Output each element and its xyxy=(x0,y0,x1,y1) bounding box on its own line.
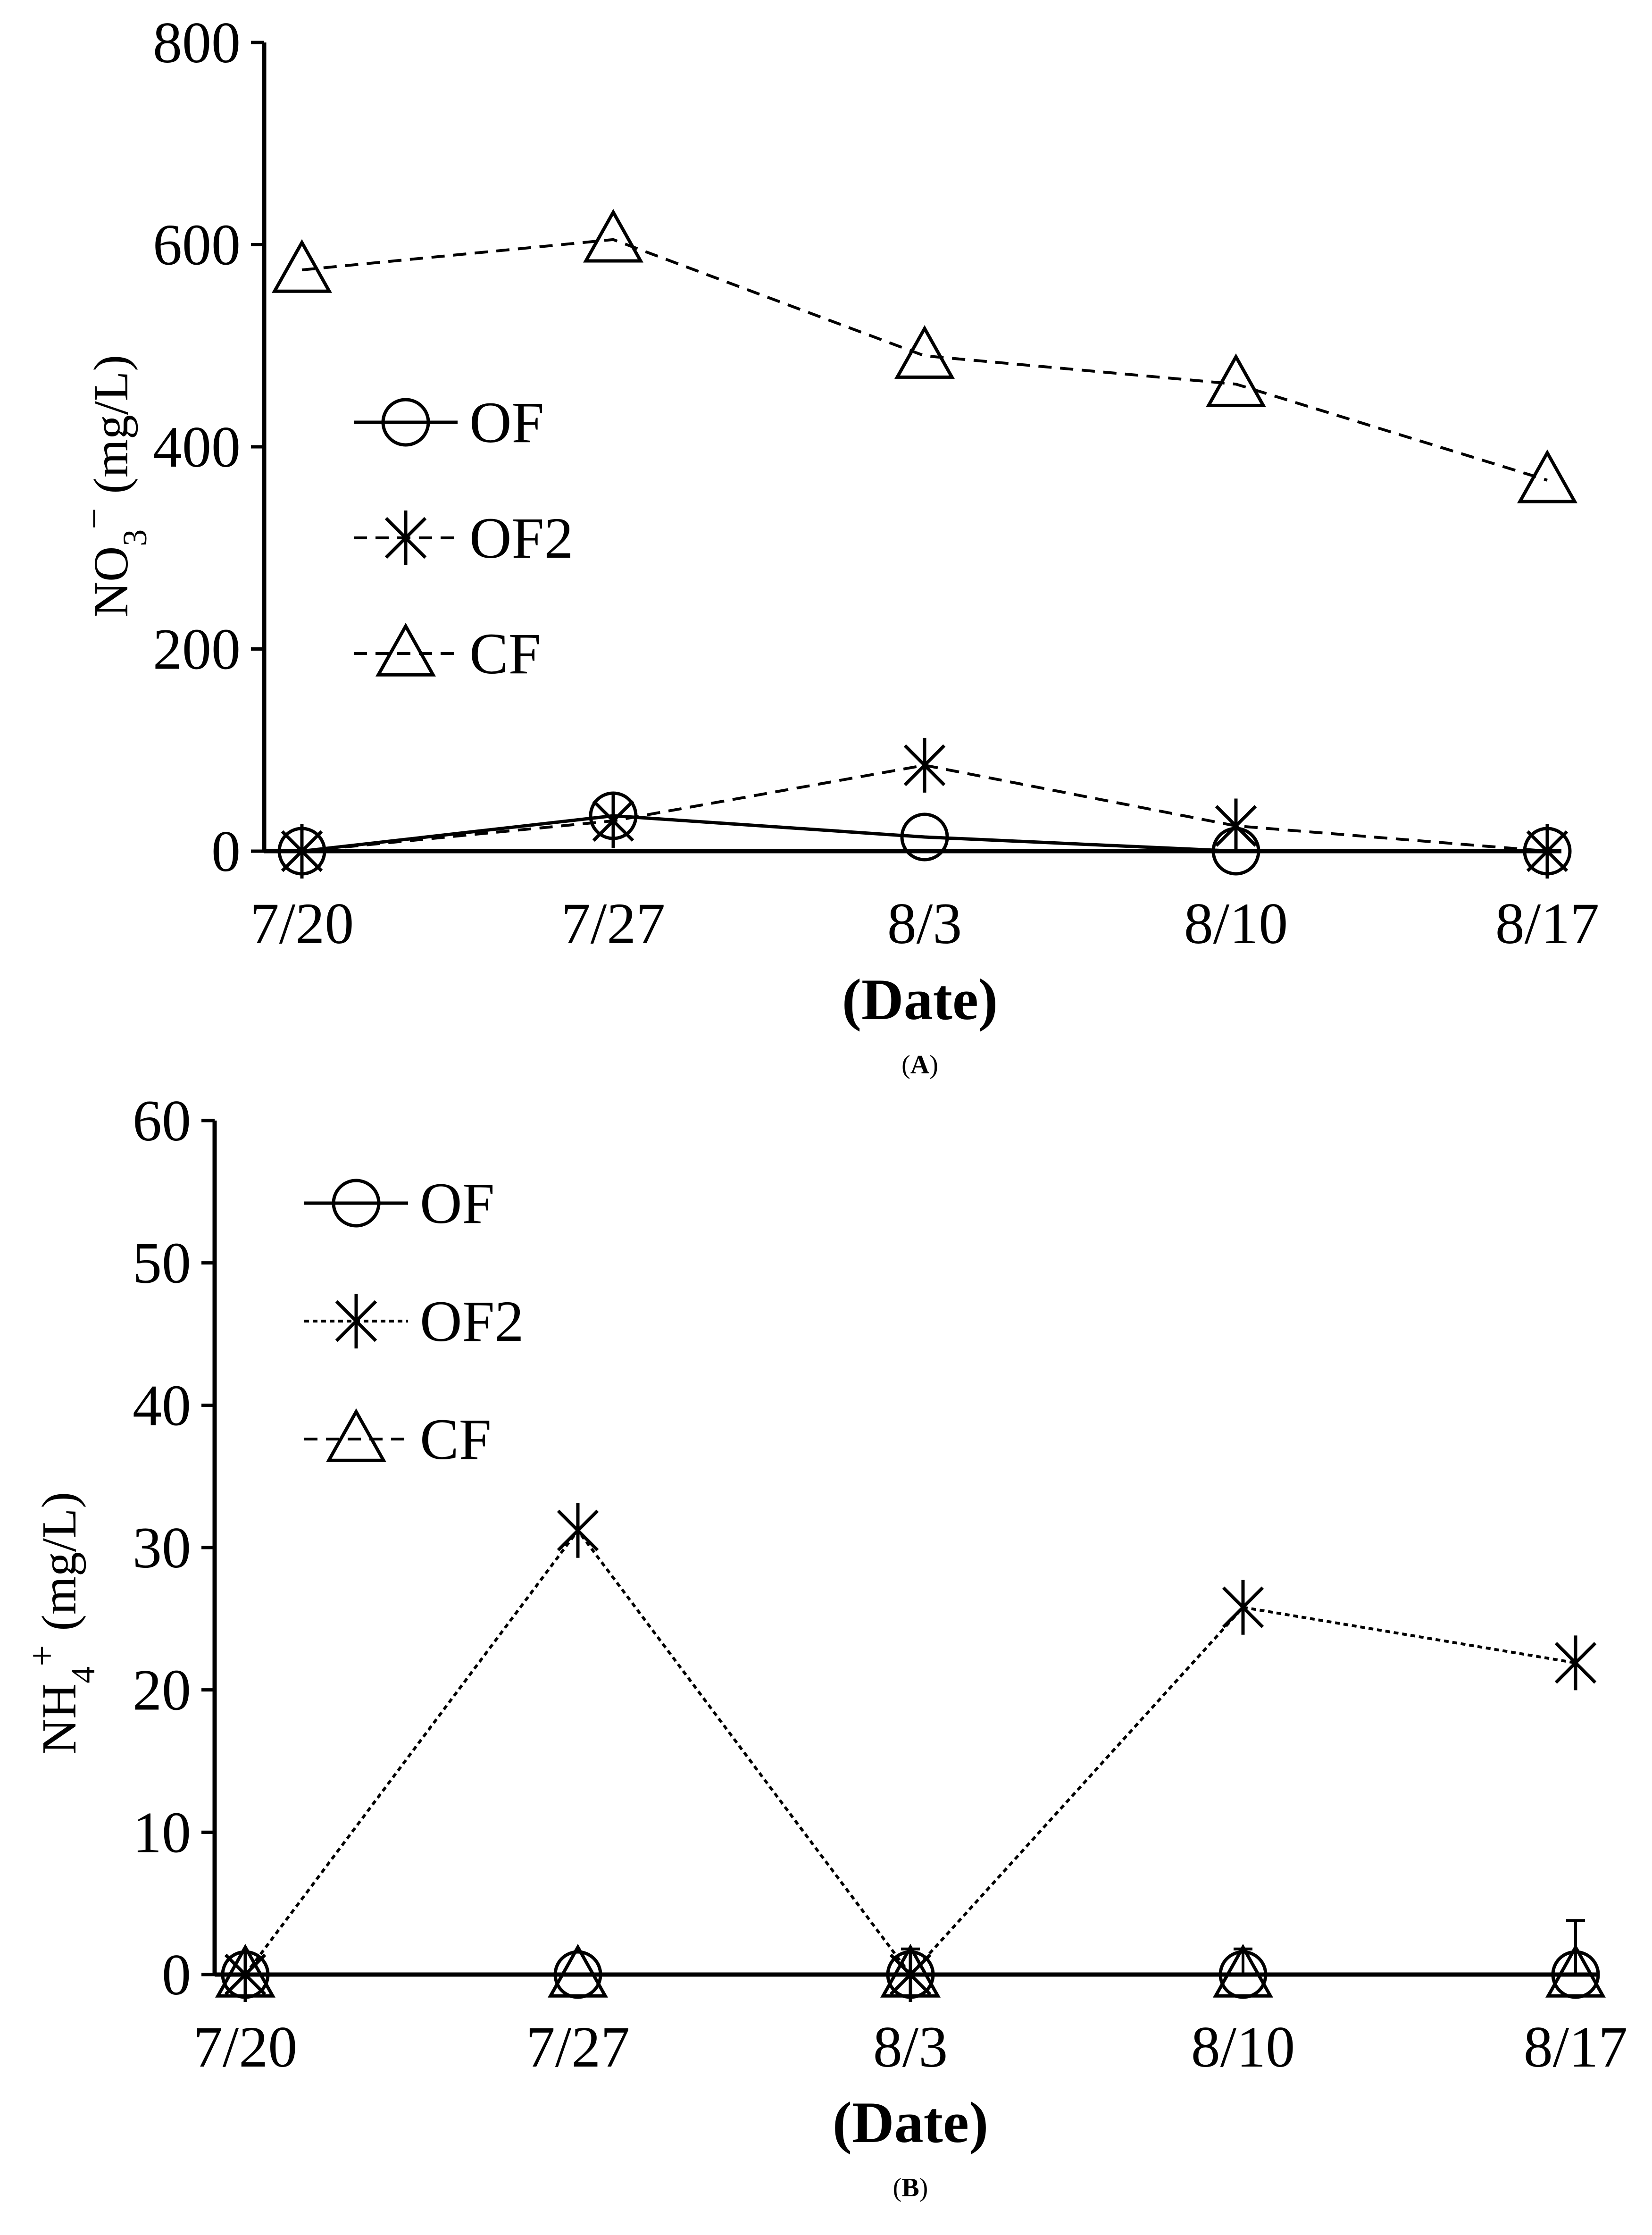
panel-a-x-tick-label: 8/10 xyxy=(1184,891,1288,956)
panel-b-point-of2 xyxy=(1222,1580,1264,1635)
panel-b-x-tick-label: 8/3 xyxy=(873,2015,948,2079)
panel-a-point-cf xyxy=(1206,353,1266,407)
panel-a-y-tick-label: 800 xyxy=(153,10,241,75)
panel-b-y-tick-label: 30 xyxy=(133,1515,191,1580)
panel-a-series-of xyxy=(277,791,1572,876)
panel-a-point-of xyxy=(900,812,949,862)
panel-a-y-tick-label: 0 xyxy=(211,819,241,884)
panel-a-point-of2 xyxy=(1526,824,1569,879)
panel-a-legend: OF OF2 CF xyxy=(354,390,574,686)
panel-a-ylabel-sub: 3 xyxy=(116,529,154,546)
panel-a-x-tick-label: 7/27 xyxy=(561,891,665,956)
panel-a-point-cf xyxy=(894,325,955,379)
panel-a-point-of2 xyxy=(592,793,634,848)
panel-b-y-tick-label: 0 xyxy=(162,1942,191,2007)
panel-b-label: (B) xyxy=(893,2173,928,2202)
panel-a-series-line xyxy=(301,238,1548,482)
panel-a-x-tick-labels: 7/20 7/27 8/3 8/10 8/17 xyxy=(250,891,1599,956)
panel-b-label-letter: B xyxy=(901,2173,919,2202)
panel-b-series xyxy=(215,1503,1606,2002)
panel-a-label: (A) xyxy=(901,1050,938,1080)
panel-b-x-tick-label: 8/10 xyxy=(1191,2015,1295,2079)
panel-a-point-cf xyxy=(272,239,332,293)
panel-a-legend-label: CF xyxy=(469,621,541,686)
panel-a-series-of2 xyxy=(281,737,1569,879)
panel-a-legend-label: OF2 xyxy=(469,506,574,570)
panel-b-legend-item-of2: OF2 xyxy=(304,1289,524,1354)
panel-b-legend-label: OF xyxy=(420,1171,495,1236)
panel-b-legend-label: OF2 xyxy=(420,1289,524,1354)
panel-b-ylabel-unit: (mg/L) xyxy=(32,1492,86,1631)
panel-b-y-tick-label: 50 xyxy=(133,1231,191,1296)
panel-a-x-axis-title: (Date) xyxy=(842,967,998,1032)
panel-b-legend: OF OF2 CF xyxy=(304,1171,524,1472)
panel-b-legend-marker xyxy=(335,1294,377,1348)
panel-a-series-line xyxy=(301,814,1547,853)
panel-a-y-tick-label: 400 xyxy=(153,415,241,479)
panel-b-x-axis-title: (Date) xyxy=(833,2090,988,2155)
panel-a-legend-label: OF xyxy=(469,390,544,455)
panel-b-y-tick-label: 60 xyxy=(133,1088,191,1153)
panel-b-x-tick-label: 7/20 xyxy=(193,2015,297,2079)
panel-a-legend-item-of2: OF2 xyxy=(354,506,574,570)
panel-a-ylabel-unit: (mg/L) xyxy=(84,355,138,494)
panel-b-legend-item-of: OF xyxy=(304,1171,495,1236)
panel-b-point-of2 xyxy=(557,1503,599,1558)
panel-a-point-of2 xyxy=(281,824,323,879)
panel-b-point-cf xyxy=(215,1943,275,1998)
panel-a-point-of2 xyxy=(903,737,946,793)
panel-b-legend-marker xyxy=(326,1408,386,1462)
panel-a-axes xyxy=(251,41,1561,854)
panel-a-legend-marker xyxy=(375,622,436,677)
panel-b-y-tick-label: 20 xyxy=(133,1658,191,1723)
panel-b-point-cf xyxy=(548,1943,608,1998)
panel-a-series-line xyxy=(301,763,1548,853)
panel-a-legend-marker xyxy=(381,398,430,447)
panel-a-x-tick-label: 7/20 xyxy=(250,891,354,956)
panel-b-series-cf xyxy=(215,1943,1606,1998)
panel-a-ylabel-sup: − xyxy=(74,508,115,529)
panel-a-series xyxy=(272,209,1577,879)
panel-b-ylabel-sub: 4 xyxy=(64,1666,102,1683)
panel-a-ylabel-base: NO xyxy=(84,546,138,617)
panel-b-y-tick-label: 10 xyxy=(133,1800,191,1865)
panel-b-axes xyxy=(201,1119,1599,1977)
panel-a-y-tick-labels: 0 200 400 600 800 xyxy=(153,10,241,884)
panel-a-legend-item-cf: CF xyxy=(354,621,541,686)
panel-b-y-tick-labels: 0 10 20 30 40 50 60 xyxy=(133,1088,191,2007)
panel-b-point-cf xyxy=(1213,1943,1273,1998)
panel-a-point-cf xyxy=(1517,449,1577,503)
panel-a-y-tick-label: 200 xyxy=(153,617,241,682)
panel-b-x-tick-label: 7/27 xyxy=(526,2015,630,2079)
panel-b-x-tick-labels: 7/20 7/27 8/3 8/10 8/17 xyxy=(193,2015,1627,2079)
panel-b-point-cf xyxy=(880,1943,941,1998)
panel-b-ylabel-sup: + xyxy=(22,1645,63,1666)
panel-a-label-letter: A xyxy=(910,1050,930,1080)
panel-b-legend-marker xyxy=(332,1179,381,1228)
panel-b-series-of2 xyxy=(224,1503,1597,2002)
panel-a-legend-item-of: OF xyxy=(354,390,544,455)
panel-a-legend-marker xyxy=(384,511,427,565)
panel-b-y-axis-label: NH4+ (mg/L) xyxy=(22,1492,102,1754)
panel-a-x-tick-label: 8/3 xyxy=(887,891,962,956)
panel-b-ylabel-base: NH xyxy=(32,1683,86,1754)
panel-a-point-of2 xyxy=(1215,798,1257,854)
panel-b-point-cf xyxy=(1545,1943,1606,1998)
panel-b-legend-label: CF xyxy=(420,1407,492,1472)
panel-a-x-tick-label: 8/17 xyxy=(1495,891,1599,956)
panel-b-point-of2 xyxy=(1554,1635,1597,1691)
panel-b-legend-item-cf: CF xyxy=(304,1407,492,1472)
panel-b-x-tick-label: 8/17 xyxy=(1524,2015,1627,2079)
panel-b-chart: 0 10 20 30 40 50 60 7/20 7/27 8/3 8/10 8/17 OF OF2 C… xyxy=(22,1088,1627,2202)
panel-a-y-tick-label: 600 xyxy=(153,213,241,277)
panel-b-y-tick-label: 40 xyxy=(133,1373,191,1438)
panel-a-point-cf xyxy=(583,209,643,263)
panel-a-series-cf xyxy=(272,209,1577,503)
panel-a-chart: 0 200 400 600 800 7/20 7/27 8/3 8/10 8/17 OF OF2 C… xyxy=(74,10,1599,1080)
panel-a-y-axis-label: NO3− (mg/L) xyxy=(74,355,154,617)
panel-b-series-line xyxy=(244,1528,1576,1977)
